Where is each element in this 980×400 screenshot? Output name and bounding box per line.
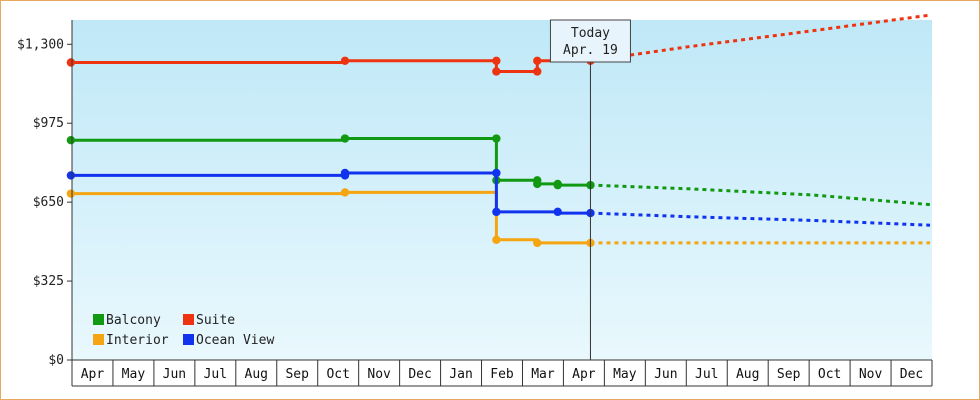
month-label: Dec [900,367,923,382]
forecast-line-balcony [590,183,931,207]
month-label: Nov [859,367,883,382]
month-label: May [613,367,637,382]
data-point-interior [66,189,76,198]
data-point-balcony [492,134,501,143]
data-point-balcony [66,136,76,145]
month-label: Jan [449,367,472,382]
today-title: Today [571,26,610,41]
y-tick-label: $975 [33,116,64,131]
legend-swatch-interior [93,334,104,345]
y-tick-label: $1,300 [17,37,64,52]
month-label: Aug [245,367,268,382]
month-label: Jul [695,367,718,382]
data-point-ocean-view [492,207,501,217]
today-date: Apr. 19 [563,43,618,58]
today-callout-box [549,19,631,63]
data-point-balcony [533,179,542,189]
month-label: Nov [367,367,391,382]
series-interior [66,188,930,248]
data-point-ocean-view [66,171,76,180]
data-point-interior [492,235,501,244]
legend-swatch-suite [183,314,194,325]
month-label: Mar [531,367,555,382]
forecast-line-ocean-view [590,211,931,227]
data-point-balcony [340,134,350,143]
y-tick-label: $325 [33,274,64,289]
month-label: Sep [777,367,801,382]
forecast-line-suite [590,13,931,63]
series-layer [66,13,931,248]
month-label: May [122,367,146,382]
data-point-balcony [553,180,562,190]
data-point-ocean-view [492,168,501,178]
data-point-interior [533,238,542,248]
data-point-suite [533,56,542,65]
month-label: Aug [736,367,759,382]
legend-label-suite: Suite [196,313,235,328]
month-label: Jun [654,367,677,382]
data-point-suite [492,67,501,76]
month-label: Jul [204,367,227,382]
series-balcony [66,134,931,207]
y-tick-label: $650 [33,195,64,210]
month-label: Oct [326,367,349,382]
data-point-suite [533,67,542,76]
y-tick-label: $0 [48,353,64,368]
legend: Balcony Suite Interior Ocean View [93,313,274,348]
data-point-suite [492,56,501,65]
legend-label-ocean-view: Ocean View [196,333,274,348]
data-point-ocean-view [553,207,562,217]
month-label: Feb [490,367,514,382]
legend-label-balcony: Balcony [106,313,161,328]
legend-swatch-ocean-view [183,334,194,345]
data-point-suite [66,58,76,67]
plot-area [72,20,932,360]
month-label: Apr [572,367,596,382]
month-label: Sep [285,367,309,382]
data-point-suite [340,56,350,65]
data-point-ocean-view [340,168,350,178]
month-label: Apr [81,367,105,382]
legend-label-interior: Interior [106,333,169,348]
month-label: Jun [163,367,186,382]
month-label: Oct [818,367,841,382]
month-label: Dec [408,367,431,382]
x-axis-month-cells: Apr May Jun Jul Aug Sep Oct Nov Dec Jan Feb Mar Apr M… [71,359,933,387]
legend-swatch-balcony [93,314,104,325]
series-suite [66,13,931,76]
data-point-interior [340,188,350,197]
y-axis-ticks: $0 $325 $650 $975 $1,300 [17,37,72,368]
